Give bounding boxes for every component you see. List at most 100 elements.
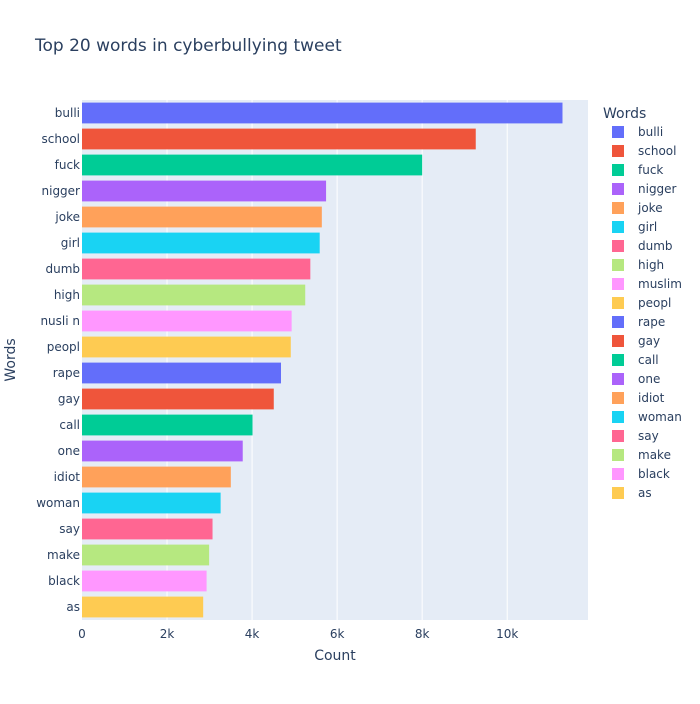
legend-swatch <box>612 335 624 347</box>
legend-title: Words <box>603 106 646 122</box>
bar-woman[interactable] <box>82 492 221 514</box>
legend-item-muslim[interactable]: muslim <box>612 277 682 291</box>
legend-swatch <box>612 487 624 499</box>
y-tick-label: school <box>42 132 80 146</box>
legend-swatch <box>612 373 624 385</box>
legend-label: say <box>638 429 659 443</box>
legend-label: idiot <box>638 391 665 405</box>
x-tick-label: 6k <box>330 627 345 641</box>
legend-label: school <box>638 144 676 158</box>
x-tick-label: 2k <box>160 627 175 641</box>
legend-items: bulli school fuck nigger joke girl dumb high mus… <box>612 125 682 500</box>
y-tick-label: fuck <box>55 158 80 172</box>
legend-swatch <box>612 354 624 366</box>
legend-label: call <box>638 353 659 367</box>
bar-fuck[interactable] <box>82 154 423 176</box>
y-tick-label: peopl <box>47 340 80 354</box>
legend-item-one[interactable]: one <box>612 372 660 386</box>
y-tick-label: one <box>58 444 80 458</box>
y-tick-label: dumb <box>45 262 80 276</box>
y-tick-label: nigger <box>42 184 81 198</box>
y-tick-label: say <box>59 522 80 536</box>
legend-item-girl[interactable]: girl <box>612 220 657 234</box>
legend-label: bulli <box>638 125 663 139</box>
legend-item-as[interactable]: as <box>612 486 652 500</box>
bar-bulli[interactable] <box>82 102 563 124</box>
legend-item-black[interactable]: black <box>612 467 670 481</box>
legend-label: dumb <box>638 239 673 253</box>
legend-swatch <box>612 126 624 138</box>
legend-label: as <box>638 486 652 500</box>
legend-item-make[interactable]: make <box>612 448 671 462</box>
legend-label: nigger <box>638 182 677 196</box>
bar-say[interactable] <box>82 518 213 540</box>
bar-as[interactable] <box>82 596 204 618</box>
chart-title: Top 20 words in cyberbullying tweet <box>34 36 342 56</box>
x-tick-label: 10k <box>496 627 518 641</box>
bar-high[interactable] <box>82 284 306 306</box>
legend-item-nigger[interactable]: nigger <box>612 182 677 196</box>
legend-swatch <box>612 297 624 309</box>
bar-peopl[interactable] <box>82 336 291 358</box>
legend-item-joke[interactable]: joke <box>612 201 663 215</box>
bar-girl[interactable] <box>82 232 320 254</box>
legend-swatch <box>612 392 624 404</box>
legend-swatch <box>612 430 624 442</box>
bar-joke[interactable] <box>82 206 322 228</box>
y-tick-label: woman <box>36 496 80 510</box>
legend-label: peopl <box>638 296 671 310</box>
legend-item-woman[interactable]: woman <box>612 410 682 424</box>
legend-item-say[interactable]: say <box>612 429 659 443</box>
legend-swatch <box>612 164 624 176</box>
legend-item-high[interactable]: high <box>612 258 664 272</box>
legend-swatch <box>612 259 624 271</box>
bar-dumb[interactable] <box>82 258 311 280</box>
bar-black[interactable] <box>82 570 207 592</box>
bars <box>82 102 563 618</box>
y-tick-label: rape <box>53 366 80 380</box>
legend-item-bulli[interactable]: bulli <box>612 125 663 139</box>
legend-label: high <box>638 258 664 272</box>
legend-label: make <box>638 448 671 462</box>
y-axis-tick-labels: bulli school fuck nigger joke girl dumb high nus… <box>36 106 80 614</box>
legend-item-rape[interactable]: rape <box>612 315 665 329</box>
bar-rape[interactable] <box>82 362 281 384</box>
legend-item-fuck[interactable]: fuck <box>612 163 663 177</box>
bar-make[interactable] <box>82 544 210 566</box>
legend-swatch <box>612 183 624 195</box>
bar-muslim[interactable] <box>82 310 292 332</box>
bar-call[interactable] <box>82 414 253 436</box>
y-tick-label: nusli n <box>40 314 80 328</box>
y-tick-label: as <box>66 600 80 614</box>
bar-gay[interactable] <box>82 388 274 410</box>
legend-item-idiot[interactable]: idiot <box>612 391 665 405</box>
y-tick-label: idiot <box>54 470 81 484</box>
legend-item-school[interactable]: school <box>612 144 676 158</box>
x-tick-label: 8k <box>415 627 430 641</box>
legend-label: rape <box>638 315 665 329</box>
bar-school[interactable] <box>82 128 476 150</box>
y-tick-label: high <box>54 288 80 302</box>
y-tick-label: bulli <box>55 106 80 120</box>
y-tick-label: make <box>47 548 80 562</box>
plot-area <box>82 100 588 620</box>
bar-one[interactable] <box>82 440 243 462</box>
legend-item-peopl[interactable]: peopl <box>612 296 671 310</box>
y-tick-label: gay <box>58 392 80 406</box>
legend-swatch <box>612 240 624 252</box>
bar-idiot[interactable] <box>82 466 231 488</box>
bar-nigger[interactable] <box>82 180 327 202</box>
legend-swatch <box>612 449 624 461</box>
legend-label: one <box>638 372 660 386</box>
legend-label: muslim <box>638 277 682 291</box>
legend-swatch <box>612 316 624 328</box>
x-tick-label: 0 <box>78 627 86 641</box>
legend-swatch <box>612 468 624 480</box>
legend-item-call[interactable]: call <box>612 353 659 367</box>
x-axis-tick-labels: 0 2k 4k 6k 8k 10k <box>78 627 518 641</box>
y-tick-label: call <box>59 418 80 432</box>
legend-item-dumb[interactable]: dumb <box>612 239 673 253</box>
legend-item-gay[interactable]: gay <box>612 334 660 348</box>
legend-swatch <box>612 202 624 214</box>
